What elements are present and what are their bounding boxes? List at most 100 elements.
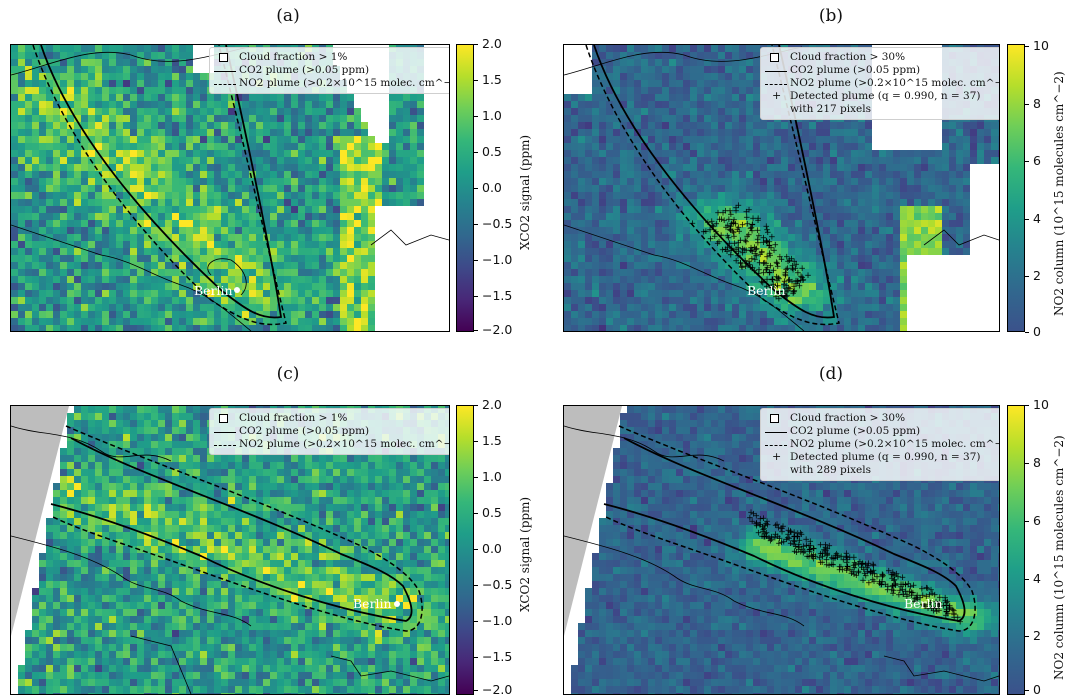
pixel-cell <box>599 248 606 255</box>
pixel-cell <box>11 318 18 325</box>
pixel-cell <box>683 297 690 304</box>
pixel-cell <box>284 269 291 276</box>
pixel-cell <box>900 220 907 227</box>
detected-plume-marker: + <box>727 222 735 232</box>
pixel-cell <box>46 136 53 143</box>
pixel-cell <box>641 122 648 129</box>
pixel-cell <box>81 234 88 241</box>
pixel-cell <box>305 171 312 178</box>
pixel-cell <box>599 227 606 234</box>
pixel-cell <box>662 108 669 115</box>
pixel-cell <box>116 206 123 213</box>
pixel-cell <box>865 199 872 206</box>
pixel-cell <box>417 178 424 185</box>
pixel-cell <box>585 269 592 276</box>
pixel-cell <box>676 178 683 185</box>
pixel-cell <box>928 164 935 171</box>
pixel-cell <box>284 255 291 262</box>
pixel-cell <box>116 66 123 73</box>
pixel-cell <box>893 213 900 220</box>
pixel-cell <box>655 297 662 304</box>
pixel-cell <box>172 213 179 220</box>
pixel-cell <box>158 108 165 115</box>
pixel-cell <box>977 143 984 150</box>
pixel-cell <box>361 157 368 164</box>
pixel-cell <box>396 108 403 115</box>
pixel-cell <box>844 227 851 234</box>
pixel-cell <box>235 227 242 234</box>
pixel-cell <box>88 234 95 241</box>
pixel-cell <box>907 192 914 199</box>
pixel-cell <box>851 171 858 178</box>
pixel-cell <box>900 206 907 213</box>
pixel-cell <box>802 241 809 248</box>
pixel-cell <box>403 101 410 108</box>
pixel-cell <box>606 227 613 234</box>
pixel-cell <box>18 297 25 304</box>
pixel-cell <box>634 241 641 248</box>
pixel-cell <box>298 101 305 108</box>
pixel-cell <box>179 441 186 448</box>
pixel-cell <box>179 325 186 331</box>
pixel-cell <box>865 178 872 185</box>
pixel-cell <box>662 213 669 220</box>
pixel-cell <box>130 297 137 304</box>
pixel-cell <box>74 283 81 290</box>
pixel-cell <box>620 136 627 143</box>
pixel-cell <box>74 262 81 269</box>
pixel-cell <box>53 325 60 331</box>
pixel-cell <box>46 311 53 318</box>
pixel-cell <box>186 73 193 80</box>
pixel-cell <box>389 178 396 185</box>
pixel-cell <box>578 220 585 227</box>
pixel-cell <box>641 290 648 297</box>
pixel-cell <box>879 276 886 283</box>
pixel-cell <box>865 283 872 290</box>
pixel-cell <box>18 115 25 122</box>
pixel-cell <box>851 276 858 283</box>
pixel-cell <box>11 108 18 115</box>
pixel-cell <box>641 262 648 269</box>
pixel-cell <box>46 318 53 325</box>
pixel-cell <box>88 420 95 427</box>
legend-item: CO2 plume (>0.05 ppm) <box>765 64 1000 77</box>
pixel-cell <box>606 220 613 227</box>
pixel-cell <box>298 325 305 331</box>
pixel-cell <box>725 108 732 115</box>
pixel-cell <box>991 157 998 164</box>
pixel-cell <box>991 143 998 150</box>
pixel-cell <box>816 297 823 304</box>
pixel-cell <box>256 143 263 150</box>
pixel-cell <box>116 129 123 136</box>
pixel-cell <box>613 192 620 199</box>
pixel-cell <box>179 297 186 304</box>
pixel-cell <box>158 304 165 311</box>
pixel-cell <box>228 129 235 136</box>
pixel-cell <box>249 101 256 108</box>
pixel-cell <box>564 185 571 192</box>
pixel-cell <box>697 178 704 185</box>
pixel-cell <box>963 192 970 199</box>
pixel-cell <box>571 150 578 157</box>
pixel-cell <box>242 108 249 115</box>
pixel-cell <box>704 143 711 150</box>
pixel-cell <box>655 108 662 115</box>
pixel-cell <box>830 199 837 206</box>
pixel-cell <box>39 136 46 143</box>
pixel-cell <box>74 108 81 115</box>
pixel-cell <box>158 87 165 94</box>
pixel-cell <box>158 59 165 66</box>
pixel-cell <box>158 101 165 108</box>
pixel-cell <box>683 290 690 297</box>
pixel-cell <box>18 241 25 248</box>
pixel-cell <box>18 80 25 87</box>
pixel-cell <box>571 262 578 269</box>
pixel-cell <box>242 325 249 331</box>
pixel-cell <box>368 290 375 297</box>
pixel-cell <box>319 164 326 171</box>
pixel-cell <box>571 157 578 164</box>
pixel-cell <box>200 136 207 143</box>
pixel-cell <box>641 73 648 80</box>
pixel-cell <box>270 150 277 157</box>
pixel-cell <box>725 199 732 206</box>
